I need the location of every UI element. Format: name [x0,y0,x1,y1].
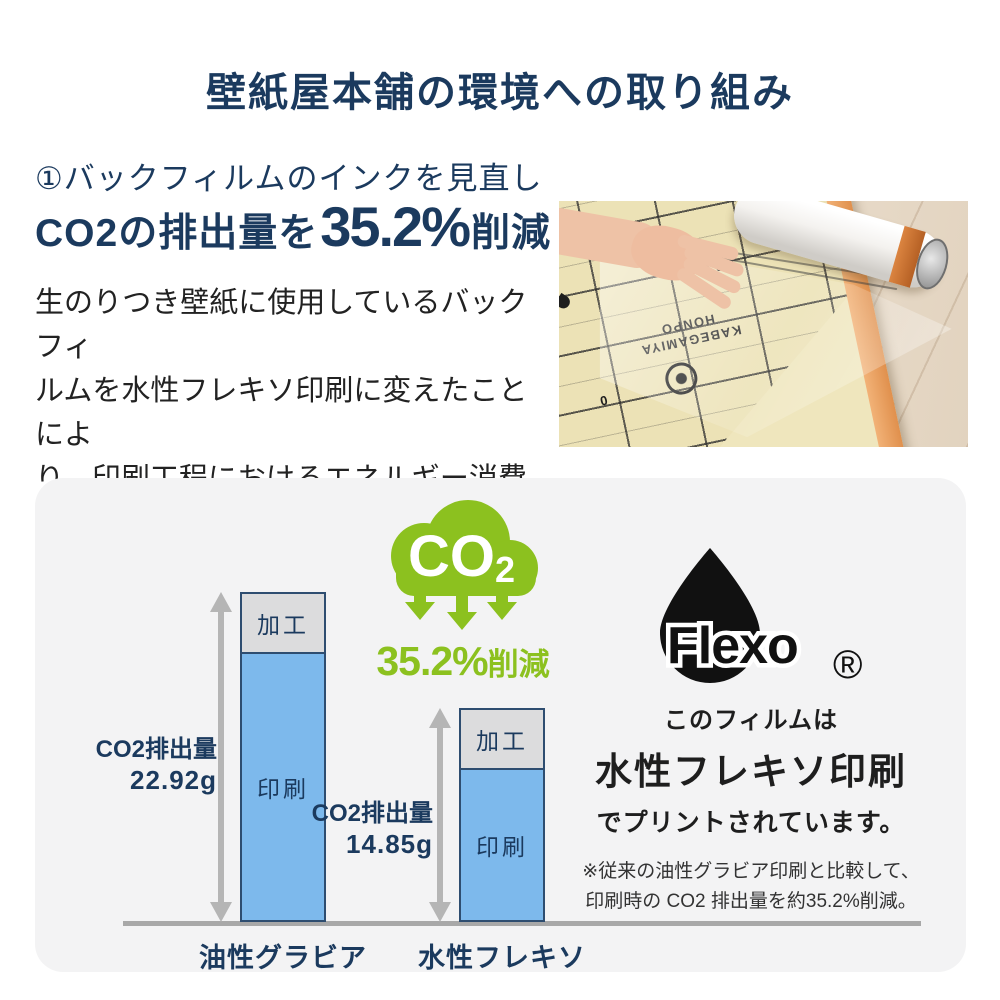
subheading-percentage: 35.2% [320,195,471,258]
segment-printing: 印刷 [476,834,528,860]
subheading-suffix: 削減 [471,212,552,255]
product-photo: KABEGAMIYA HONPO 0 50 10 [559,201,968,447]
comparison-panel: CO2排出量 22.92g 加工 印刷 油性グラビア CO2排出量 14.85g… [35,478,966,973]
segment-processing: 加工 [242,594,324,654]
sheet-number: 0 [598,392,609,409]
body-line: 生のりつき壁紙に使用しているバックフィ [35,287,528,363]
registered-mark: ® [833,643,862,687]
arrow-up-icon [429,708,451,728]
flexo-description: このフィルムは 水性フレキソ印刷 でプリントされています。 ※従来の油性グラビア… [565,700,937,917]
flexo-footnote: ※従来の油性グラビア印刷と比較して、 印刷時の CO2 排出量を約35.2%削減… [582,861,920,912]
chart-baseline [123,921,921,926]
left-measure-arrow [209,592,233,922]
flexo-line3: でプリントされています。 [596,809,906,837]
flexo-logo: Flexo ® [660,548,862,687]
segment-processing: 加工 [461,710,543,770]
arrow-up-icon [210,592,232,612]
svg-text:Flexo: Flexo [667,617,798,675]
segment-printing: 印刷 [257,776,309,802]
arrow-down-icon [210,902,232,922]
right-measure-arrow [428,708,452,922]
section-heading: ①バックフィルムのインクを見直し [35,161,543,196]
flexo-line2: 水性フレキソ印刷 [595,751,907,792]
svg-text:CO2: CO2 [408,524,515,590]
page-title: 壁紙屋本舗の環境への取り組み [206,71,794,115]
flexo-line1: このフィルムは [663,707,839,734]
body-line: ルムを水性フレキソ印刷に変えたことによ [35,375,528,451]
arrow-down-icon [429,902,451,922]
co2-cloud-icon: CO2 [391,500,538,630]
bar-water-flexo: 加工 印刷 [459,708,545,922]
drop-icon [660,548,760,684]
mini-drop-logo-icon [559,292,573,311]
left-bar-value-label: CO2排出量 22.92g [95,736,217,795]
section-subheading: CO2の排出量を 35.2% 削減 [35,194,551,259]
category-label-oil-gravure: 油性グラビア [199,943,367,973]
right-bar-value-label: CO2排出量 14.85g [311,800,433,859]
bar-oil-gravure: 加工 印刷 [240,592,326,922]
reduction-annotation: 35.2% 削減 [376,638,550,684]
subheading-prefix: CO2の排出量を [35,212,319,255]
category-label-water-flexo: 水性フレキソ [418,943,586,973]
